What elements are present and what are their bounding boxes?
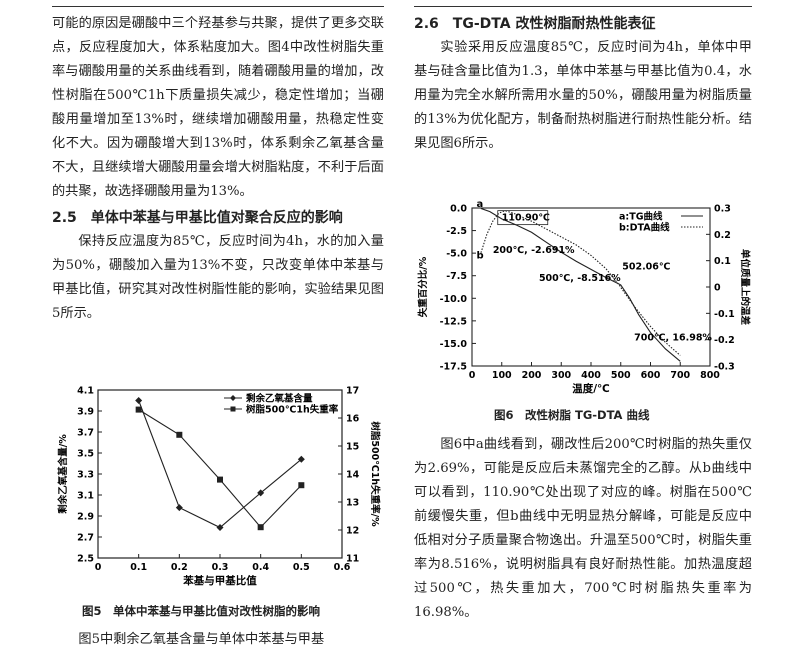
- legend-label: 剩余乙氧基含量: [246, 393, 313, 405]
- y2-tick-label: -0.2: [714, 335, 735, 346]
- data-point-diamond: [216, 524, 224, 532]
- y2-tick-label: 17: [346, 386, 359, 397]
- y2-axis-label: 单位质量上的温差: [739, 249, 751, 326]
- y-axis-label: 剩余乙氧基含量/%: [57, 434, 69, 514]
- y-tick-label: 3.3: [77, 470, 94, 481]
- legend-label: b:DTA曲线: [619, 222, 670, 234]
- x-tick-label: 0: [95, 562, 102, 573]
- data-point-square: [298, 482, 305, 489]
- data-point-square: [176, 431, 183, 438]
- x-tick-label: 600: [641, 370, 661, 381]
- y-tick-label: -12.5: [440, 316, 467, 327]
- section-heading-2-6: 2.6 TG-DTA 改性树脂耐热性能表征: [414, 16, 656, 32]
- y-tick-label: 2.5: [77, 554, 94, 565]
- paragraph: 图6中a曲线看到，硼改性后200℃时树脂的热失重仅为2.69%，可能是反应后未蒸…: [414, 437, 752, 620]
- y2-tick-label: 0: [714, 283, 721, 294]
- annotation: 502.06℃: [622, 261, 670, 272]
- legend-label: 树脂500℃1h失重率: [246, 404, 339, 416]
- y-tick-label: -15.0: [440, 339, 468, 350]
- top-rule-left: [52, 6, 384, 7]
- x-tick-label: 0: [469, 370, 476, 381]
- annotation: 700℃, 16.98%: [634, 333, 712, 344]
- y-tick-label: -10.0: [440, 294, 468, 305]
- x-tick-label: 0.2: [171, 562, 188, 573]
- x-tick-label: 700: [670, 370, 690, 381]
- data-point-square: [257, 524, 264, 531]
- y2-tick-label: 12: [346, 526, 359, 537]
- data-point-diamond: [135, 397, 143, 404]
- y-tick-label: -5.0: [446, 249, 467, 260]
- x-tick-label: 0.1: [130, 562, 147, 573]
- data-point-diamond: [257, 489, 265, 497]
- curve-label: b: [476, 251, 483, 262]
- y2-tick-label: 11: [346, 554, 359, 565]
- y-tick-label: 3.5: [77, 449, 94, 460]
- dta-curve-b: [480, 210, 681, 356]
- annotation: 110.90℃: [502, 213, 550, 224]
- x-tick-label: 100: [492, 370, 512, 381]
- annotation-box: [497, 210, 549, 226]
- x-tick-label: 300: [551, 370, 571, 381]
- top-rule-right: [414, 6, 752, 7]
- annotation: 500℃, -8.516%: [539, 273, 621, 284]
- x-tick-label: 500: [611, 370, 631, 381]
- x-tick-label: 0.4: [252, 562, 269, 573]
- data-point-diamond: [297, 455, 305, 463]
- figure-5-chart: 0 0.1 0.2 0.3 0.4 0.5 0.6 2.5 2.7 2.9 3.1 3.3 3.5 3.7…: [57, 386, 381, 588]
- figure-6-caption: 图6 改性树脂 TG-DTA 曲线: [494, 408, 650, 422]
- data-point-diamond: [175, 504, 183, 512]
- y-tick-label: -2.5: [446, 226, 467, 237]
- x-tick-label: 200: [522, 370, 542, 381]
- y-tick-label: 3.1: [77, 491, 94, 502]
- y2-tick-label: 14: [346, 470, 360, 481]
- tg-curve-a: [480, 207, 681, 362]
- y2-tick-label: 16: [346, 414, 360, 425]
- legend-label: a:TG曲线: [619, 211, 663, 223]
- y2-axis-label: 树脂500℃1h失重率/%: [369, 421, 381, 527]
- y-tick-label: -7.5: [446, 271, 467, 282]
- x-tick-label: 0.5: [293, 562, 310, 573]
- data-point-square: [135, 406, 142, 413]
- y2-tick-label: 0.3: [714, 204, 731, 215]
- y-tick-label: 3.9: [77, 407, 94, 418]
- series-line: [138, 400, 302, 529]
- y2-tick-label: 15: [346, 442, 359, 453]
- data-point-square: [217, 476, 223, 483]
- figure-5-caption: 图5 单体中苯基与甲基比值对改性树脂的影响: [82, 604, 320, 618]
- curve-label: a: [476, 199, 483, 210]
- figure-6-chart: 0 100 200 300 400 500 600 700 800 0.0 -2.5 -5.0 -7.5…: [417, 199, 751, 395]
- x-axis-label: 苯基与甲基比值: [182, 574, 257, 587]
- paragraph: 图5中剩余乙氧基含量与单体中苯基与甲基: [78, 632, 325, 647]
- legend-marker: [230, 406, 236, 412]
- paragraph: 保持反应温度为85℃，反应时间为4h，水的加入量为50%，硼酸加入量为13%不变…: [52, 234, 384, 321]
- x-tick-label: 0.3: [212, 562, 229, 573]
- y-tick-label: 4.1: [77, 386, 94, 397]
- legend-marker: [230, 395, 236, 401]
- y2-tick-label: 0.2: [714, 230, 731, 241]
- paragraph: 实验采用反应温度85℃，反应时间为4h，单体中甲基与硅含量比值为1.3，单体中苯…: [414, 40, 752, 151]
- y-tick-label: -17.5: [440, 362, 467, 373]
- y-tick-label: 3.7: [77, 428, 94, 439]
- y-axis-label: 失重百分比/%: [417, 256, 429, 317]
- x-axis-label: 温度/℃: [572, 382, 610, 395]
- y-tick-label: 2.9: [77, 512, 94, 523]
- annotation: 200℃, -2.691%: [493, 245, 575, 256]
- y2-tick-label: 13: [346, 498, 359, 509]
- y-tick-label: 2.7: [77, 533, 94, 544]
- paragraph: 可能的原因是硼酸中三个羟基参与共聚，提供了更多交联点，反应程度加大，体系粘度加大…: [52, 16, 384, 199]
- x-tick-label: 0.6: [334, 562, 351, 573]
- y2-tick-label: -0.3: [714, 362, 735, 373]
- y2-tick-label: 0.1: [714, 256, 731, 267]
- x-tick-label: 800: [700, 370, 720, 381]
- x-tick-label: 400: [581, 370, 601, 381]
- section-heading-2-5: 2.5 单体中苯基与甲基比值对聚合反应的影响: [52, 210, 343, 226]
- y2-tick-label: -0.1: [714, 309, 735, 320]
- series-line: [138, 409, 302, 529]
- y-tick-label: 0.0: [450, 204, 467, 215]
